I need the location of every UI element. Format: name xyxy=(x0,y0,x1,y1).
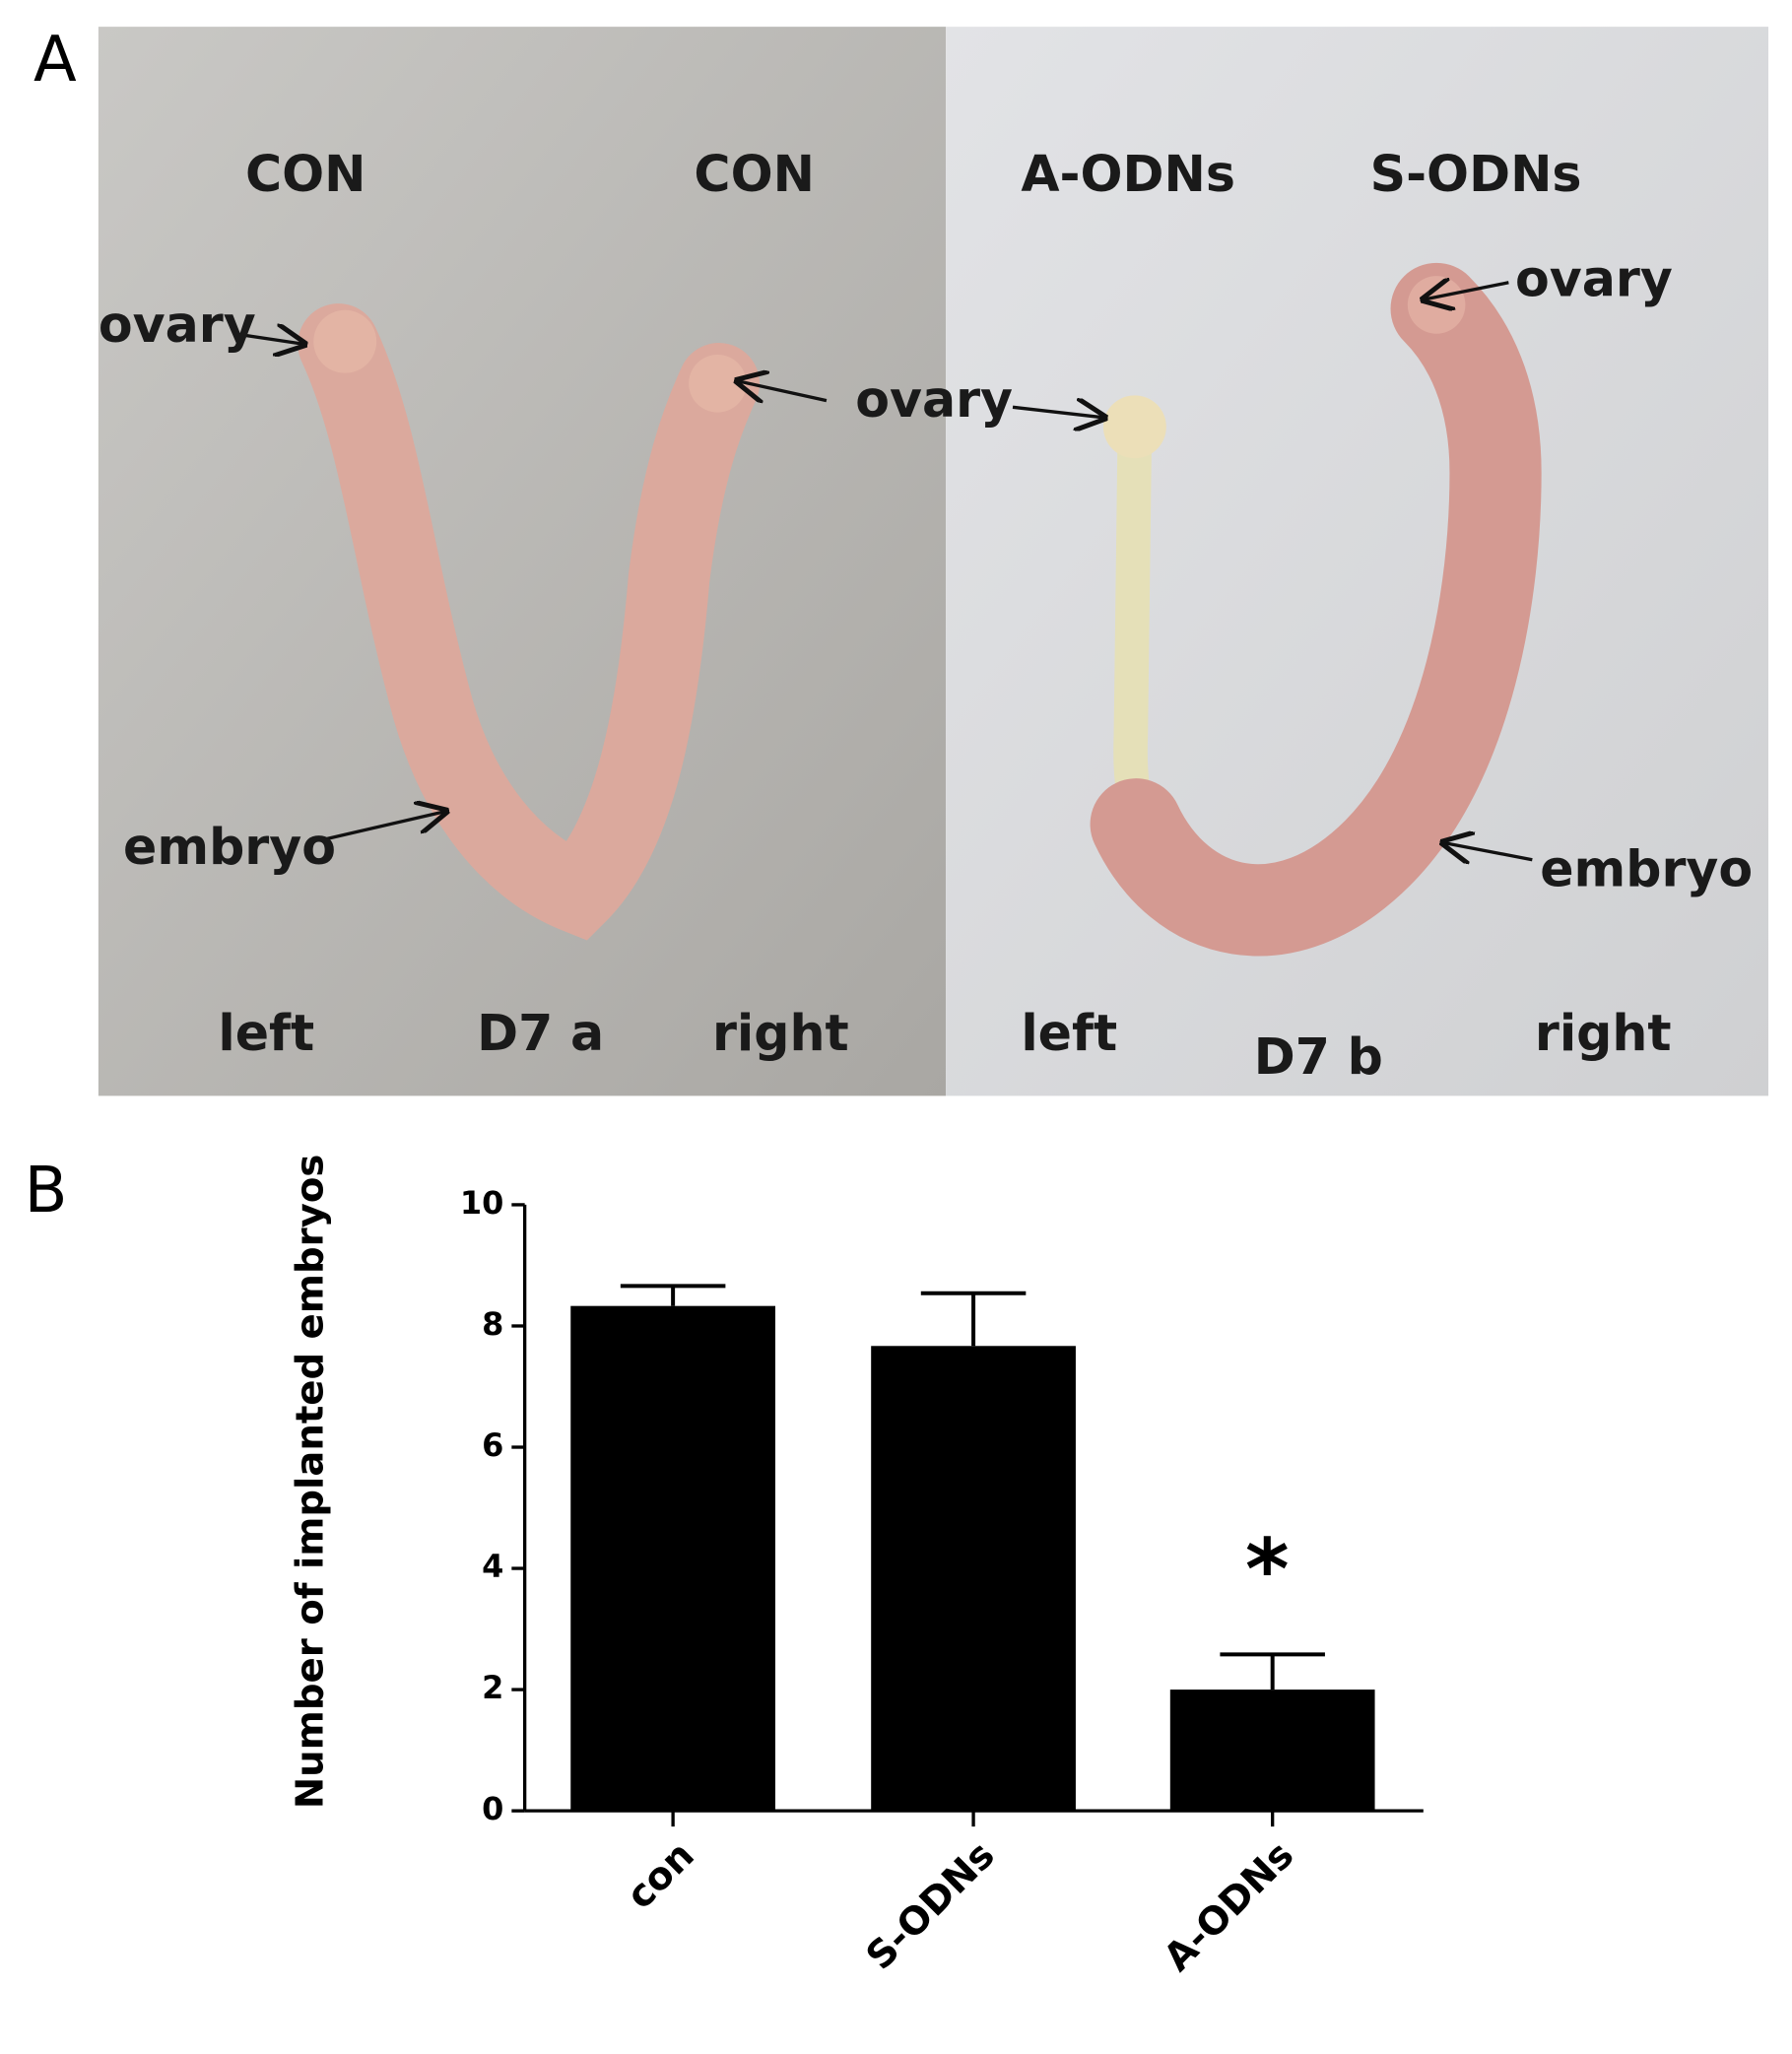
arrow xyxy=(320,811,446,842)
bar xyxy=(1169,1690,1375,1812)
photo-label: CON xyxy=(694,145,814,203)
x-tick-label: S-ODNs xyxy=(858,1833,1004,1979)
x-tick-label: A-ODNs xyxy=(1156,1833,1302,1980)
arrow xyxy=(242,335,304,344)
photo-left xyxy=(98,27,947,1096)
arrow xyxy=(737,381,828,401)
ovary xyxy=(689,355,747,413)
y-tick-label: 10 xyxy=(460,1184,503,1222)
photo-label: D7 b xyxy=(1254,1027,1383,1086)
bar xyxy=(871,1346,1076,1812)
y-tick-label: 4 xyxy=(482,1548,503,1585)
arrow xyxy=(1443,842,1533,859)
annotation: * xyxy=(1245,1522,1290,1620)
photo-label: ovary xyxy=(99,296,256,354)
photo-label: right xyxy=(1535,1004,1672,1062)
ovary xyxy=(1102,395,1166,459)
panel-letter: A xyxy=(33,24,77,97)
photo-label: left xyxy=(1021,1004,1117,1062)
y-tick-label: 0 xyxy=(482,1790,503,1827)
photo-label: embryo xyxy=(1540,840,1753,898)
photo-label: D7 a xyxy=(477,1004,604,1062)
ovary xyxy=(313,309,377,373)
photo-label: embryo xyxy=(123,818,336,876)
panel-letter: B xyxy=(25,1155,68,1227)
photo-label: left xyxy=(218,1004,314,1062)
y-axis-label: Number of implanted embryos xyxy=(288,1155,332,1809)
arrow xyxy=(1424,283,1509,299)
uterus-s-odns xyxy=(1090,262,1542,957)
photo-label: S-ODNs xyxy=(1370,145,1582,203)
bar xyxy=(570,1305,775,1812)
uterus-con xyxy=(298,303,761,941)
photo-label: CON xyxy=(245,145,365,203)
y-tick-label: 8 xyxy=(482,1305,503,1343)
photo-label: right xyxy=(712,1004,849,1062)
y-tick-label: 2 xyxy=(482,1669,503,1706)
photo-label: ovary xyxy=(855,370,1013,429)
photo-label: ovary xyxy=(1515,249,1673,307)
y-tick-label: 6 xyxy=(482,1426,503,1464)
arrow xyxy=(1012,407,1104,418)
photo-label: A-ODNs xyxy=(1021,145,1235,203)
ovary xyxy=(1407,276,1466,334)
x-tick-label: con xyxy=(618,1833,702,1918)
